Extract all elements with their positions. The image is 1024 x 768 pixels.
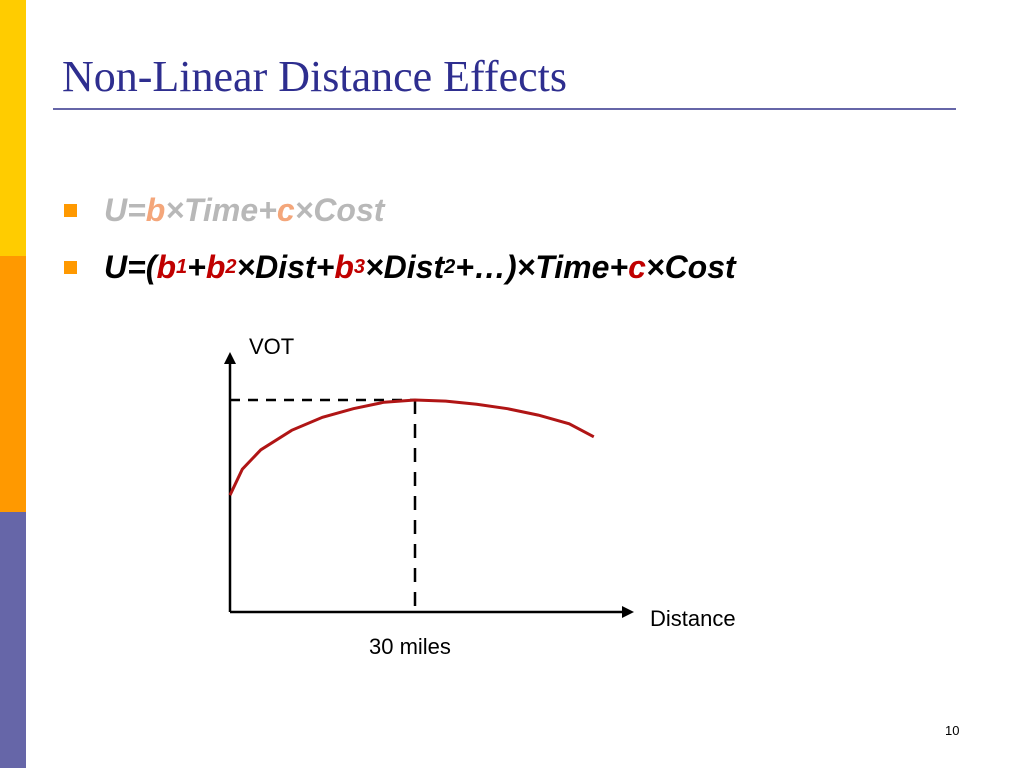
square-bullet-icon xyxy=(64,203,77,217)
side-bar-yellow xyxy=(0,0,26,256)
formula-part: + xyxy=(187,248,206,285)
peak-distance-label: 30 miles xyxy=(369,634,451,659)
formula-part: ×Cost xyxy=(645,248,736,285)
bullet-simple-utility: U= b ×Time+ c ×Cost xyxy=(64,189,384,231)
bullet-nonlinear-utility: U=(b 1 + b 2 ×Dist+ b 3 ×Dist 2 +…)×Time+ c ×Cost xyxy=(64,246,736,288)
formula-part: ×Dist xyxy=(364,248,445,285)
slide-title: Non-Linear Distance Effects xyxy=(62,52,567,101)
y-axis-arrow xyxy=(224,352,236,364)
square-bullet-icon xyxy=(64,260,77,274)
coefficient-b1: b xyxy=(156,248,176,285)
page-number: 10 xyxy=(945,723,960,738)
side-bar-purple xyxy=(0,512,26,768)
x-axis-arrow xyxy=(622,606,634,618)
y-axis-label: VOT xyxy=(249,334,295,359)
formula-part: +…)×Time+ xyxy=(455,248,629,285)
formula-part: U= xyxy=(104,191,146,228)
coefficient-b3: b xyxy=(334,248,354,285)
formula-part: ×Cost xyxy=(294,191,385,228)
formula-part: ×Time+ xyxy=(165,191,277,228)
coefficient-c: c xyxy=(628,248,646,285)
coefficient-b2: b xyxy=(205,248,226,285)
vot-curve xyxy=(228,398,595,496)
side-bar-orange xyxy=(0,256,26,512)
coefficient-b: b xyxy=(145,191,166,228)
coefficient-c: c xyxy=(276,191,295,228)
formula-part: ×Dist+ xyxy=(236,248,335,285)
title-underline xyxy=(53,108,956,110)
formula-part: U=( xyxy=(104,248,157,285)
x-axis-label: Distance xyxy=(650,606,736,631)
